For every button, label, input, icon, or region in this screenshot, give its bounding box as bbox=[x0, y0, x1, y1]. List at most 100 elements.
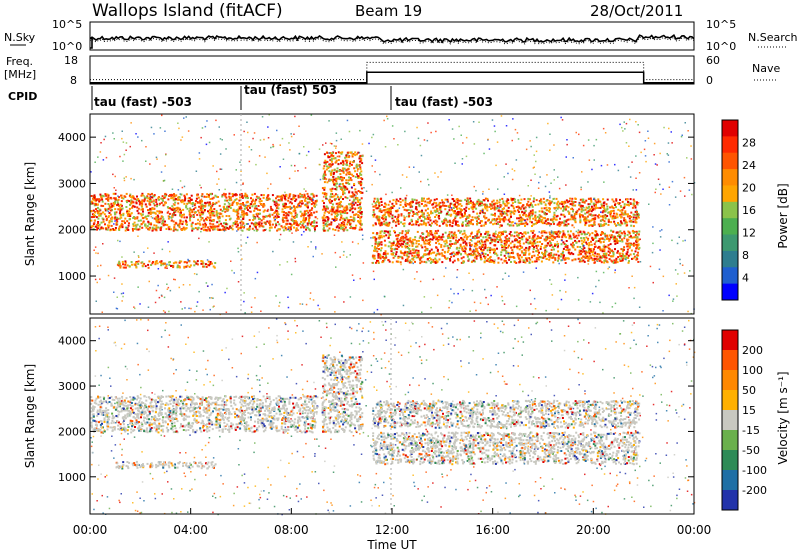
echo-cell bbox=[297, 224, 300, 227]
echo-cell bbox=[287, 226, 290, 229]
echo-cell bbox=[566, 139, 568, 141]
echo-cell bbox=[587, 211, 590, 214]
echo-cell bbox=[520, 250, 523, 253]
echo-cell bbox=[108, 224, 111, 227]
echo-cell bbox=[472, 203, 475, 206]
echo-cell bbox=[444, 256, 447, 259]
echo-cell bbox=[517, 205, 520, 208]
echo-cell bbox=[291, 232, 293, 234]
echo-cell bbox=[93, 197, 96, 200]
echo-cell bbox=[293, 205, 295, 208]
echo-cell bbox=[201, 193, 204, 196]
noise-strip-frame bbox=[89, 21, 695, 51]
echo-cell bbox=[148, 223, 151, 226]
echo-cell bbox=[242, 202, 244, 204]
echo-cell bbox=[299, 205, 302, 208]
echo-cell bbox=[342, 208, 345, 211]
echo-cell bbox=[577, 231, 580, 234]
echo-cell bbox=[275, 197, 277, 200]
echo-cell bbox=[106, 193, 109, 196]
echo-cell bbox=[573, 218, 576, 221]
echo-cell bbox=[617, 235, 620, 237]
echo-cell bbox=[570, 200, 573, 203]
echo-cell bbox=[574, 248, 577, 251]
echo-cell bbox=[608, 239, 611, 242]
echo-cell bbox=[350, 208, 353, 210]
echo-cell bbox=[548, 252, 551, 255]
echo-cell bbox=[612, 251, 615, 254]
echo-cell bbox=[563, 206, 566, 209]
echo-cell bbox=[548, 236, 551, 239]
echo-cell bbox=[336, 211, 339, 214]
echo-cell bbox=[528, 246, 531, 248]
echo-cell bbox=[496, 238, 499, 241]
echo-cell bbox=[126, 210, 129, 213]
echo-cell bbox=[161, 195, 164, 198]
echo-cell bbox=[472, 210, 475, 213]
echo-cell bbox=[497, 223, 499, 225]
echo-cell bbox=[246, 197, 249, 199]
echo-cell bbox=[530, 230, 533, 233]
echo-cell bbox=[515, 159, 518, 161]
echo-cell bbox=[635, 247, 638, 250]
echo-cell bbox=[559, 230, 562, 233]
echo-cell bbox=[490, 248, 493, 251]
echo-cell bbox=[397, 216, 400, 219]
echo-cell bbox=[208, 219, 211, 222]
echo-cell bbox=[225, 311, 228, 313]
echo-cell bbox=[293, 222, 296, 225]
echo-cell bbox=[448, 231, 451, 233]
echo-cell bbox=[477, 215, 480, 218]
echo-cell bbox=[457, 229, 460, 232]
echo-cell bbox=[421, 311, 423, 313]
echo-cell bbox=[150, 222, 152, 225]
site-title: Wallops Island (fitACF) bbox=[92, 1, 283, 21]
echo-cell bbox=[425, 224, 428, 227]
echo-cell bbox=[246, 195, 249, 198]
echo-cell bbox=[287, 227, 290, 230]
echo-cell bbox=[324, 159, 327, 162]
echo-cell bbox=[503, 211, 506, 213]
echo-cell bbox=[278, 228, 281, 231]
echo-cell bbox=[308, 228, 311, 231]
echo-cell bbox=[607, 219, 610, 222]
echo-cell bbox=[592, 203, 595, 205]
echo-cell bbox=[525, 215, 528, 218]
echo-cell bbox=[354, 213, 357, 216]
echo-cell bbox=[397, 246, 400, 248]
echo-cell bbox=[326, 151, 329, 154]
echo-cell bbox=[258, 155, 261, 157]
freq-unit-label: [MHz] bbox=[4, 68, 36, 81]
echo-cell bbox=[300, 226, 302, 229]
echo-cell bbox=[402, 206, 405, 209]
echo-cell bbox=[378, 241, 381, 244]
echo-cell bbox=[470, 243, 473, 246]
echo-cell bbox=[324, 209, 327, 212]
echo-cell bbox=[295, 224, 298, 226]
echo-cell bbox=[539, 240, 541, 243]
echo-cell bbox=[237, 217, 240, 220]
echo-cell bbox=[268, 229, 271, 232]
echo-cell bbox=[371, 136, 373, 139]
echo-cell bbox=[149, 213, 152, 215]
echo-cell bbox=[177, 223, 180, 226]
echo-cell bbox=[137, 260, 140, 263]
echo-cell bbox=[229, 204, 232, 207]
echo-cell bbox=[599, 255, 602, 258]
echo-cell bbox=[262, 196, 265, 199]
echo-cell bbox=[413, 255, 416, 258]
echo-cell bbox=[345, 179, 348, 182]
echo-cell bbox=[461, 246, 464, 249]
echo-cell bbox=[332, 181, 335, 184]
echo-cell bbox=[443, 219, 446, 221]
echo-cell bbox=[579, 258, 582, 261]
echo-cell bbox=[529, 258, 532, 261]
echo-cell bbox=[518, 241, 521, 244]
echo-cell bbox=[593, 204, 596, 207]
echo-cell bbox=[469, 200, 472, 203]
echo-cell bbox=[621, 240, 624, 243]
echo-cell bbox=[504, 236, 507, 239]
echo-cell bbox=[330, 223, 333, 226]
echo-cell bbox=[210, 219, 213, 222]
echo-cell bbox=[589, 208, 592, 211]
